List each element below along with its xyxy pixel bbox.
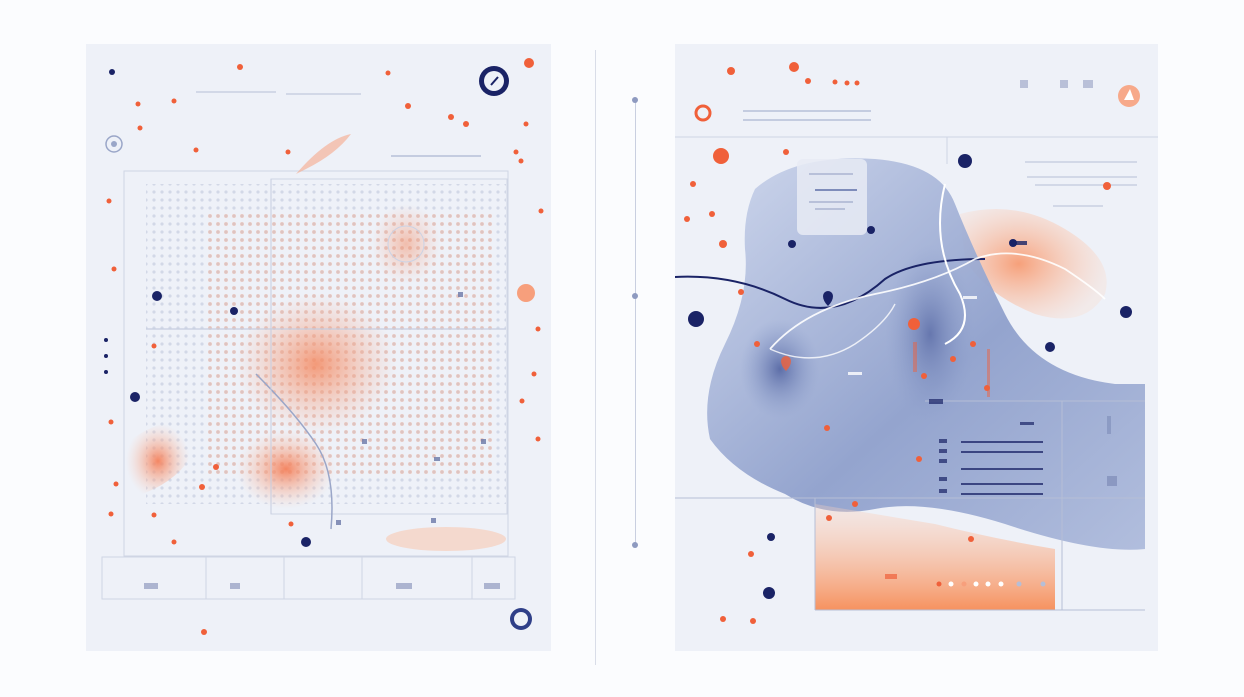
heat-streak [296,134,351,174]
deep-zone-2 [885,244,975,424]
legend-swatch-1 [144,583,158,589]
right-map-panel [675,44,1158,651]
heat-zone-upper [371,204,441,284]
center-divider [595,50,596,665]
location-pin-icon [781,356,791,371]
legend-strip [101,556,516,600]
deep-zone-1 [740,319,820,419]
legend-swatch-4 [484,583,500,589]
left-map-graphic [101,58,544,635]
map-frame-outer [123,170,509,557]
road-main [255,373,333,530]
peach-marker [517,284,535,302]
white-road-2 [769,252,1106,350]
white-road-1 [939,183,966,345]
navy-markers [688,154,1132,599]
heat-zone-west [126,423,190,499]
orange-band [815,504,1055,610]
slider-stop-middle[interactable] [632,293,638,299]
orange-markers [684,62,1111,624]
location-pin-icon [105,135,123,153]
heat-zone-center [236,294,396,434]
peach-region [960,209,1107,319]
heat-zone-lower [236,429,336,509]
legend-swatch-2 [230,583,240,589]
navy-markers [104,69,311,547]
info-card [797,159,867,235]
slider-stop-top[interactable] [632,97,638,103]
location-pin-icon [823,291,833,306]
slider-stop-bottom[interactable] [632,542,638,548]
ring-marker-icon [694,104,712,122]
orange-markers [106,58,544,635]
compass-icon [1118,85,1140,107]
right-map-graphic [675,62,1158,624]
roundabout [387,225,425,263]
white-road-3 [769,303,896,359]
slider-track [635,100,636,546]
scale-dots [936,581,1046,587]
legend-swatch-3 [396,583,412,589]
left-map-panel [86,44,551,651]
heat-band-bottom [386,527,506,551]
compass-icon [479,66,509,96]
ring-marker-icon [510,608,532,630]
